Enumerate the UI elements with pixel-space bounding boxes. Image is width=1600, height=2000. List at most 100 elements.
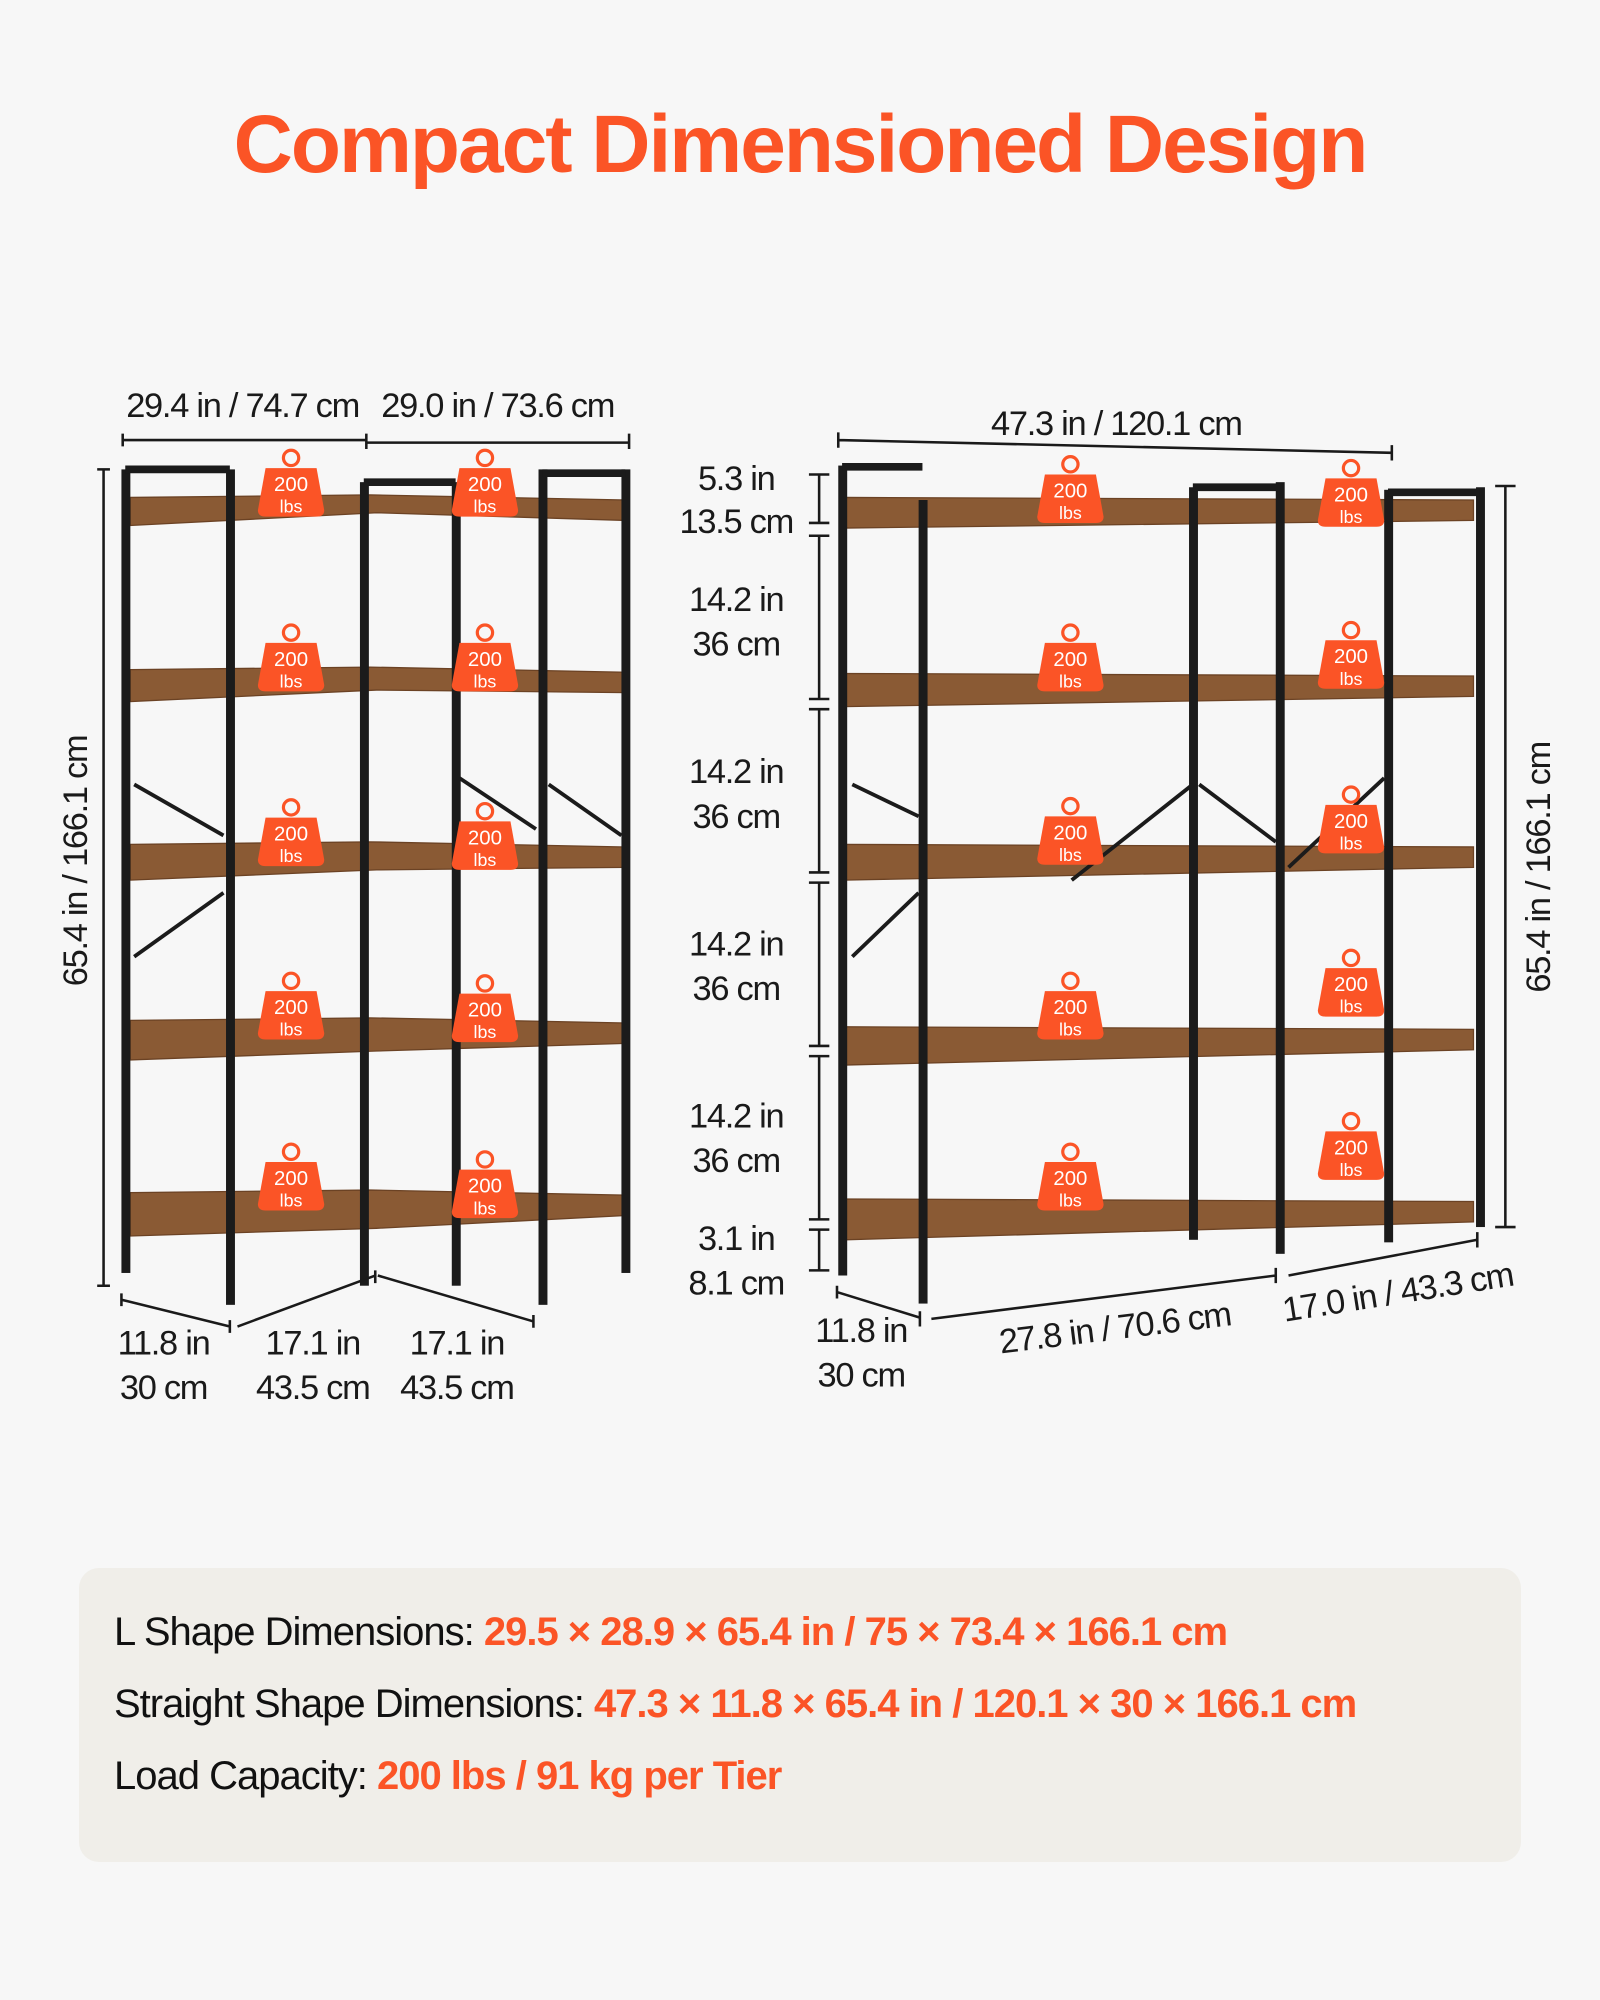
badge-value: 200 xyxy=(468,474,502,496)
spec-value: 47.3 × 11.8 × 65.4 in / 120.1 × 30 × 166… xyxy=(593,1682,1357,1726)
badge-body xyxy=(257,817,325,867)
badge-unit: lbs xyxy=(474,1198,497,1218)
shelf-post xyxy=(1189,487,1198,1240)
badge-value: 200 xyxy=(1334,974,1368,996)
badge-body xyxy=(257,1161,325,1211)
l-side-a-in: 17.1 in xyxy=(266,1325,360,1363)
badge-body xyxy=(1037,816,1104,865)
badge-unit: lbs xyxy=(1340,997,1363,1017)
shelf-post xyxy=(918,500,928,1304)
badge-value: 200 xyxy=(468,1000,502,1022)
spec-value: 29.5 × 28.9 × 65.4 in / 75 × 73.4 × 166.… xyxy=(483,1610,1228,1654)
badge-value: 200 xyxy=(274,997,308,1019)
specs-panel: L Shape Dimensions: 29.5 × 28.9 × 65.4 i… xyxy=(79,1568,1521,1862)
badge-body xyxy=(451,468,519,517)
badge-value: 200 xyxy=(1053,1168,1087,1190)
dimension-lines xyxy=(97,432,1516,1333)
load-badges: 200lbs200lbs200lbs200lbs200lbs200lbs200l… xyxy=(257,448,1385,1218)
tier-dim-in: 5.3 in xyxy=(698,460,775,498)
shelf-board xyxy=(129,1189,626,1237)
badge-unit: lbs xyxy=(1059,845,1082,865)
shelf-post xyxy=(838,465,848,1276)
tier-dim-in: 14.2 in xyxy=(689,753,783,791)
badge-value: 200 xyxy=(274,649,308,671)
badge-unit: lbs xyxy=(474,497,497,517)
shelf-board xyxy=(129,666,626,703)
tier-dim-in: 14.2 in xyxy=(689,1098,783,1136)
badge-body xyxy=(1317,640,1385,689)
shelf-board xyxy=(129,841,626,881)
tier-dim-in: 14.2 in xyxy=(689,581,783,619)
kettlebell-icon xyxy=(475,448,495,468)
shelf-drawings xyxy=(121,463,1485,1305)
badge-body xyxy=(451,821,519,870)
kettlebell-icon xyxy=(1061,971,1080,991)
badge-value: 200 xyxy=(1053,649,1087,671)
badge-value: 200 xyxy=(274,824,308,846)
badge-unit: lbs xyxy=(1340,669,1363,689)
spec-l-shape: L Shape Dimensions: 29.5 × 28.9 × 65.4 i… xyxy=(114,1610,1228,1655)
tier-dim-cm: 36 cm xyxy=(693,626,780,664)
badge-body xyxy=(451,642,519,692)
badge-unit: lbs xyxy=(1059,1191,1082,1211)
badge-body xyxy=(257,642,325,692)
kettlebell-icon xyxy=(1061,1142,1080,1162)
straight-labels: 47.3 in / 120.1 cm 65.4 in / 166.1 cm 5.… xyxy=(679,405,1558,1395)
shelf-board xyxy=(844,1026,1475,1066)
kettlebell-icon xyxy=(1061,796,1080,816)
kettlebell-icon xyxy=(1061,455,1080,474)
s-bottom-right-dim: 17.0 in / 43.3 cm xyxy=(1280,1256,1516,1330)
kettlebell-icon xyxy=(475,623,495,642)
kettlebell-icon xyxy=(281,1142,301,1162)
l-depth-in: 11.8 in xyxy=(118,1325,210,1363)
badge-value: 200 xyxy=(1334,811,1368,833)
shelf-post xyxy=(621,469,631,1273)
top-frame xyxy=(125,465,626,486)
badge-unit: lbs xyxy=(474,1022,497,1042)
tier-dim-cm: 36 cm xyxy=(693,798,780,836)
s-depth-cm: 30 cm xyxy=(818,1356,905,1394)
badge-unit: lbs xyxy=(474,672,497,692)
cross-brace xyxy=(850,776,1386,959)
kettlebell-icon xyxy=(1341,785,1361,804)
badge-unit: lbs xyxy=(474,850,497,870)
badge-value: 200 xyxy=(1053,997,1087,1019)
badge-unit: lbs xyxy=(1059,503,1082,523)
badge-value: 200 xyxy=(1334,646,1368,668)
tier-dim-cm: 13.5 cm xyxy=(679,503,793,541)
shelf-post xyxy=(1476,487,1485,1228)
kettlebell-icon xyxy=(475,1150,495,1169)
shelf-post xyxy=(451,482,461,1286)
kettlebell-icon xyxy=(475,801,495,821)
badge-body xyxy=(1317,804,1385,854)
badge-body xyxy=(257,468,325,517)
kettlebell-icon xyxy=(281,448,301,468)
shelf-board xyxy=(129,494,626,527)
badge-value: 200 xyxy=(1334,1137,1368,1159)
l-top-right-dim: 29.0 in / 73.6 cm xyxy=(381,387,614,425)
l-top-left-dim: 29.4 in / 74.7 cm xyxy=(126,387,359,425)
top-frame xyxy=(842,463,1480,497)
shelf-post xyxy=(1384,489,1394,1243)
kettlebell-icon xyxy=(1341,620,1361,640)
badge-body xyxy=(1317,968,1385,1017)
badge-body xyxy=(1317,478,1385,527)
badge-value: 200 xyxy=(468,827,502,849)
badge-unit: lbs xyxy=(280,497,303,517)
s-width-dim: 47.3 in / 120.1 cm xyxy=(991,405,1242,443)
badge-unit: lbs xyxy=(1340,507,1363,527)
shelf-board xyxy=(129,1017,626,1061)
kettlebell-icon xyxy=(1341,458,1361,478)
badge-value: 200 xyxy=(1334,484,1368,506)
